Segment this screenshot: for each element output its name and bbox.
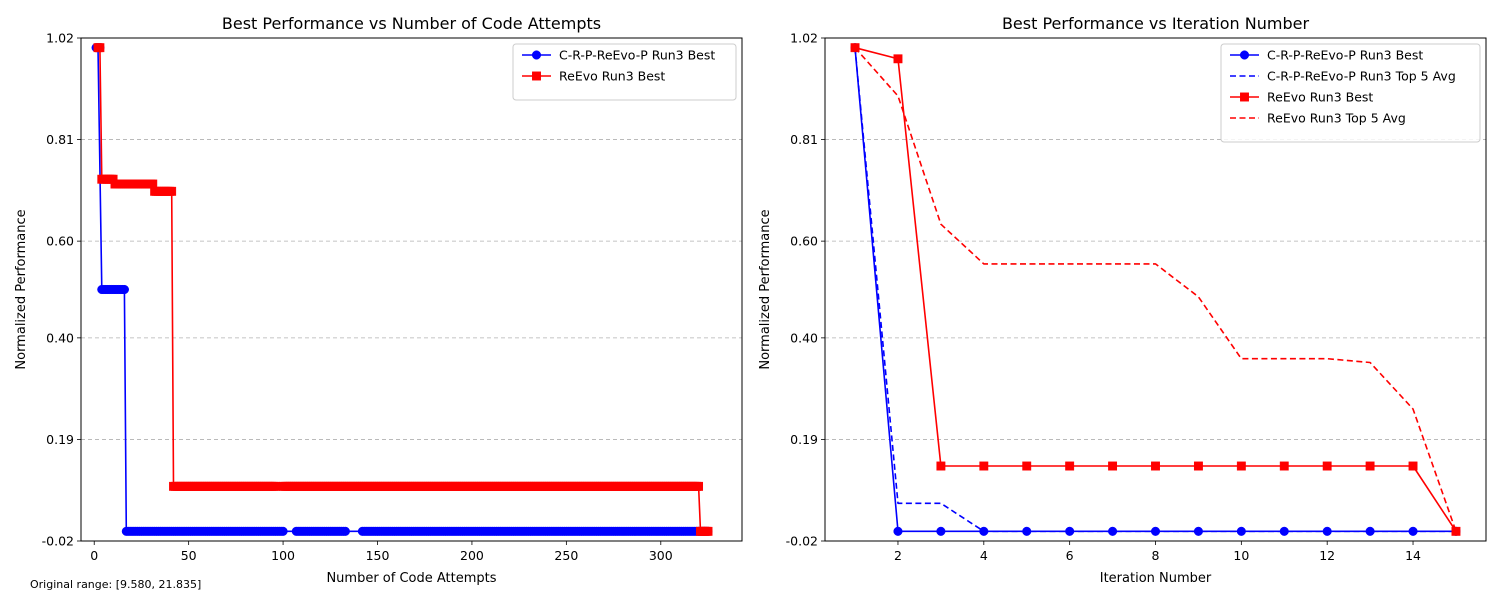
legend-marker: [1239, 50, 1250, 60]
series-reevo-run3-top-5-avg: [854, 47, 1457, 532]
chart-title: Best Performance vs Iteration Number: [1002, 14, 1310, 33]
legend-label: ReEvo Run3 Top 5 Avg: [1267, 111, 1406, 126]
grid-lines: [825, 139, 1486, 440]
chart-iteration-number: 2 4 6 8 10 12 14 -0.02 0.19 0.40 0.60 0.81 1.02 Best …: [758, 14, 1487, 586]
series-line: [96, 46, 708, 533]
y-tick-label: -0.02: [42, 534, 74, 549]
x-tick-label: 4: [980, 548, 988, 563]
data-point: [893, 526, 903, 536]
axes-frame: [80, 37, 743, 542]
legend-item-c-r-p-reevo-p-run3-best: C-R-P-ReEvo-P Run3 Best: [522, 48, 715, 63]
y-tick-label: 0.60: [790, 234, 818, 249]
legend-label: C-R-P-ReEvo-P Run3 Top 5 Avg: [1267, 69, 1456, 84]
y-tick-label: 0.19: [790, 432, 818, 447]
legend-label: C-R-P-ReEvo-P Run3 Best: [559, 48, 715, 63]
y-tick-label: 0.40: [790, 330, 818, 345]
x-tick-label: 2: [894, 548, 902, 563]
footnote-original-range: Original range: [9.580, 21.835]: [30, 578, 201, 591]
data-point: [1151, 461, 1160, 471]
data-point: [1022, 461, 1032, 471]
series-c-r-p-reevo-p-run3-top-5-avg: [854, 47, 1456, 533]
y-tick-label: 1.02: [790, 31, 818, 46]
legend: C-R-P-ReEvo-P Run3 Best ReEvo Run3 Best: [512, 43, 737, 101]
data-point: [1279, 461, 1289, 471]
data-point: [694, 481, 704, 491]
legend-box: [512, 43, 737, 101]
grid-lines: [81, 139, 742, 440]
x-tick-label: 100: [271, 548, 295, 563]
series-line: [98, 46, 708, 533]
legend-item-reevo-run3-best: ReEvo Run3 Best: [1230, 90, 1373, 105]
x-tick-label: 150: [366, 548, 390, 563]
data-point: [1365, 461, 1375, 471]
data-point: [936, 526, 946, 536]
x-tick-label: 250: [554, 548, 578, 563]
x-tick-label: 0: [90, 548, 98, 563]
data-point: [1451, 526, 1461, 536]
x-tick-label: 300: [649, 548, 673, 563]
data-point: [1065, 461, 1075, 471]
series-line: [854, 47, 1456, 533]
y-axis-ticks: -0.02 0.19 0.40 0.60 0.81 1.02: [42, 31, 81, 549]
legend-item-reevo-run3-top-5-avg: ReEvo Run3 Top 5 Avg: [1230, 111, 1406, 126]
y-tick-label: 0.19: [46, 432, 74, 447]
series-c-r-p-reevo-p-run3-best: [91, 43, 713, 536]
legend-box: [1220, 43, 1481, 143]
data-point: [278, 526, 288, 536]
data-point: [271, 481, 280, 491]
x-tick-label: 6: [1066, 548, 1074, 563]
legend-label: C-R-P-ReEvo-P Run3 Best: [1267, 48, 1423, 63]
legend-item-c-r-p-reevo-p-run3-best: C-R-P-ReEvo-P Run3 Best: [1230, 48, 1423, 63]
legend-marker: [532, 71, 541, 81]
data-point: [1236, 461, 1246, 471]
data-point: [703, 526, 713, 536]
data-point: [1108, 461, 1118, 471]
data-point: [340, 526, 350, 536]
data-point: [1322, 461, 1332, 471]
legend-item-reevo-run3-best: ReEvo Run3 Best: [522, 69, 665, 84]
y-axis-label: Normalized Performance: [14, 209, 29, 369]
x-tick-label: 14: [1405, 548, 1421, 563]
y-tick-label: 0.40: [46, 330, 74, 345]
y-axis-label: Normalized Performance: [758, 209, 773, 369]
data-point: [893, 54, 903, 64]
axes-frame: [824, 37, 1487, 542]
x-axis-ticks: 2 4 6 8 10 12 14: [894, 541, 1421, 563]
data-point: [95, 43, 105, 53]
legend: C-R-P-ReEvo-P Run3 Best C-R-P-ReEvo-P Run…: [1220, 43, 1481, 143]
y-tick-label: -0.02: [786, 534, 818, 549]
x-tick-label: 8: [1152, 548, 1160, 563]
series-line: [854, 47, 1457, 532]
chart-title: Best Performance vs Number of Code Attem…: [222, 14, 601, 33]
x-axis-label: Number of Code Attempts: [326, 571, 496, 586]
legend-item-c-r-p-reevo-p-run3-top-5-avg: C-R-P-ReEvo-P Run3 Top 5 Avg: [1230, 69, 1456, 84]
data-point: [936, 461, 946, 471]
chart-code-attempts: 0 50 100 150 200 250 300 -0.02 0.19 0.40 0.60 0.81 1…: [14, 14, 743, 586]
data-point: [1408, 461, 1418, 471]
legend-label: ReEvo Run3 Best: [559, 69, 665, 84]
legend-label: ReEvo Run3 Best: [1267, 90, 1373, 105]
legend-marker: [531, 50, 542, 60]
y-tick-label: 0.81: [790, 132, 818, 147]
data-point: [1193, 461, 1203, 471]
x-tick-label: 200: [460, 548, 484, 563]
x-tick-label: 12: [1319, 548, 1335, 563]
data-point: [119, 284, 129, 295]
y-tick-label: 0.60: [46, 234, 74, 249]
x-axis-ticks: 0 50 100 150 200 250 300: [90, 541, 673, 563]
x-axis-label: Iteration Number: [1100, 571, 1212, 586]
data-point: [979, 461, 989, 471]
y-tick-label: 1.02: [46, 31, 74, 46]
data-point: [167, 186, 177, 196]
y-tick-label: 0.81: [46, 132, 74, 147]
legend-marker: [1240, 92, 1249, 102]
x-tick-label: 10: [1233, 548, 1249, 563]
y-axis-ticks: -0.02 0.19 0.40 0.60 0.81 1.02: [786, 31, 825, 549]
series-reevo-run3-best: [850, 43, 1461, 536]
x-tick-label: 50: [181, 548, 197, 563]
series-reevo-run3-best: [93, 43, 713, 536]
